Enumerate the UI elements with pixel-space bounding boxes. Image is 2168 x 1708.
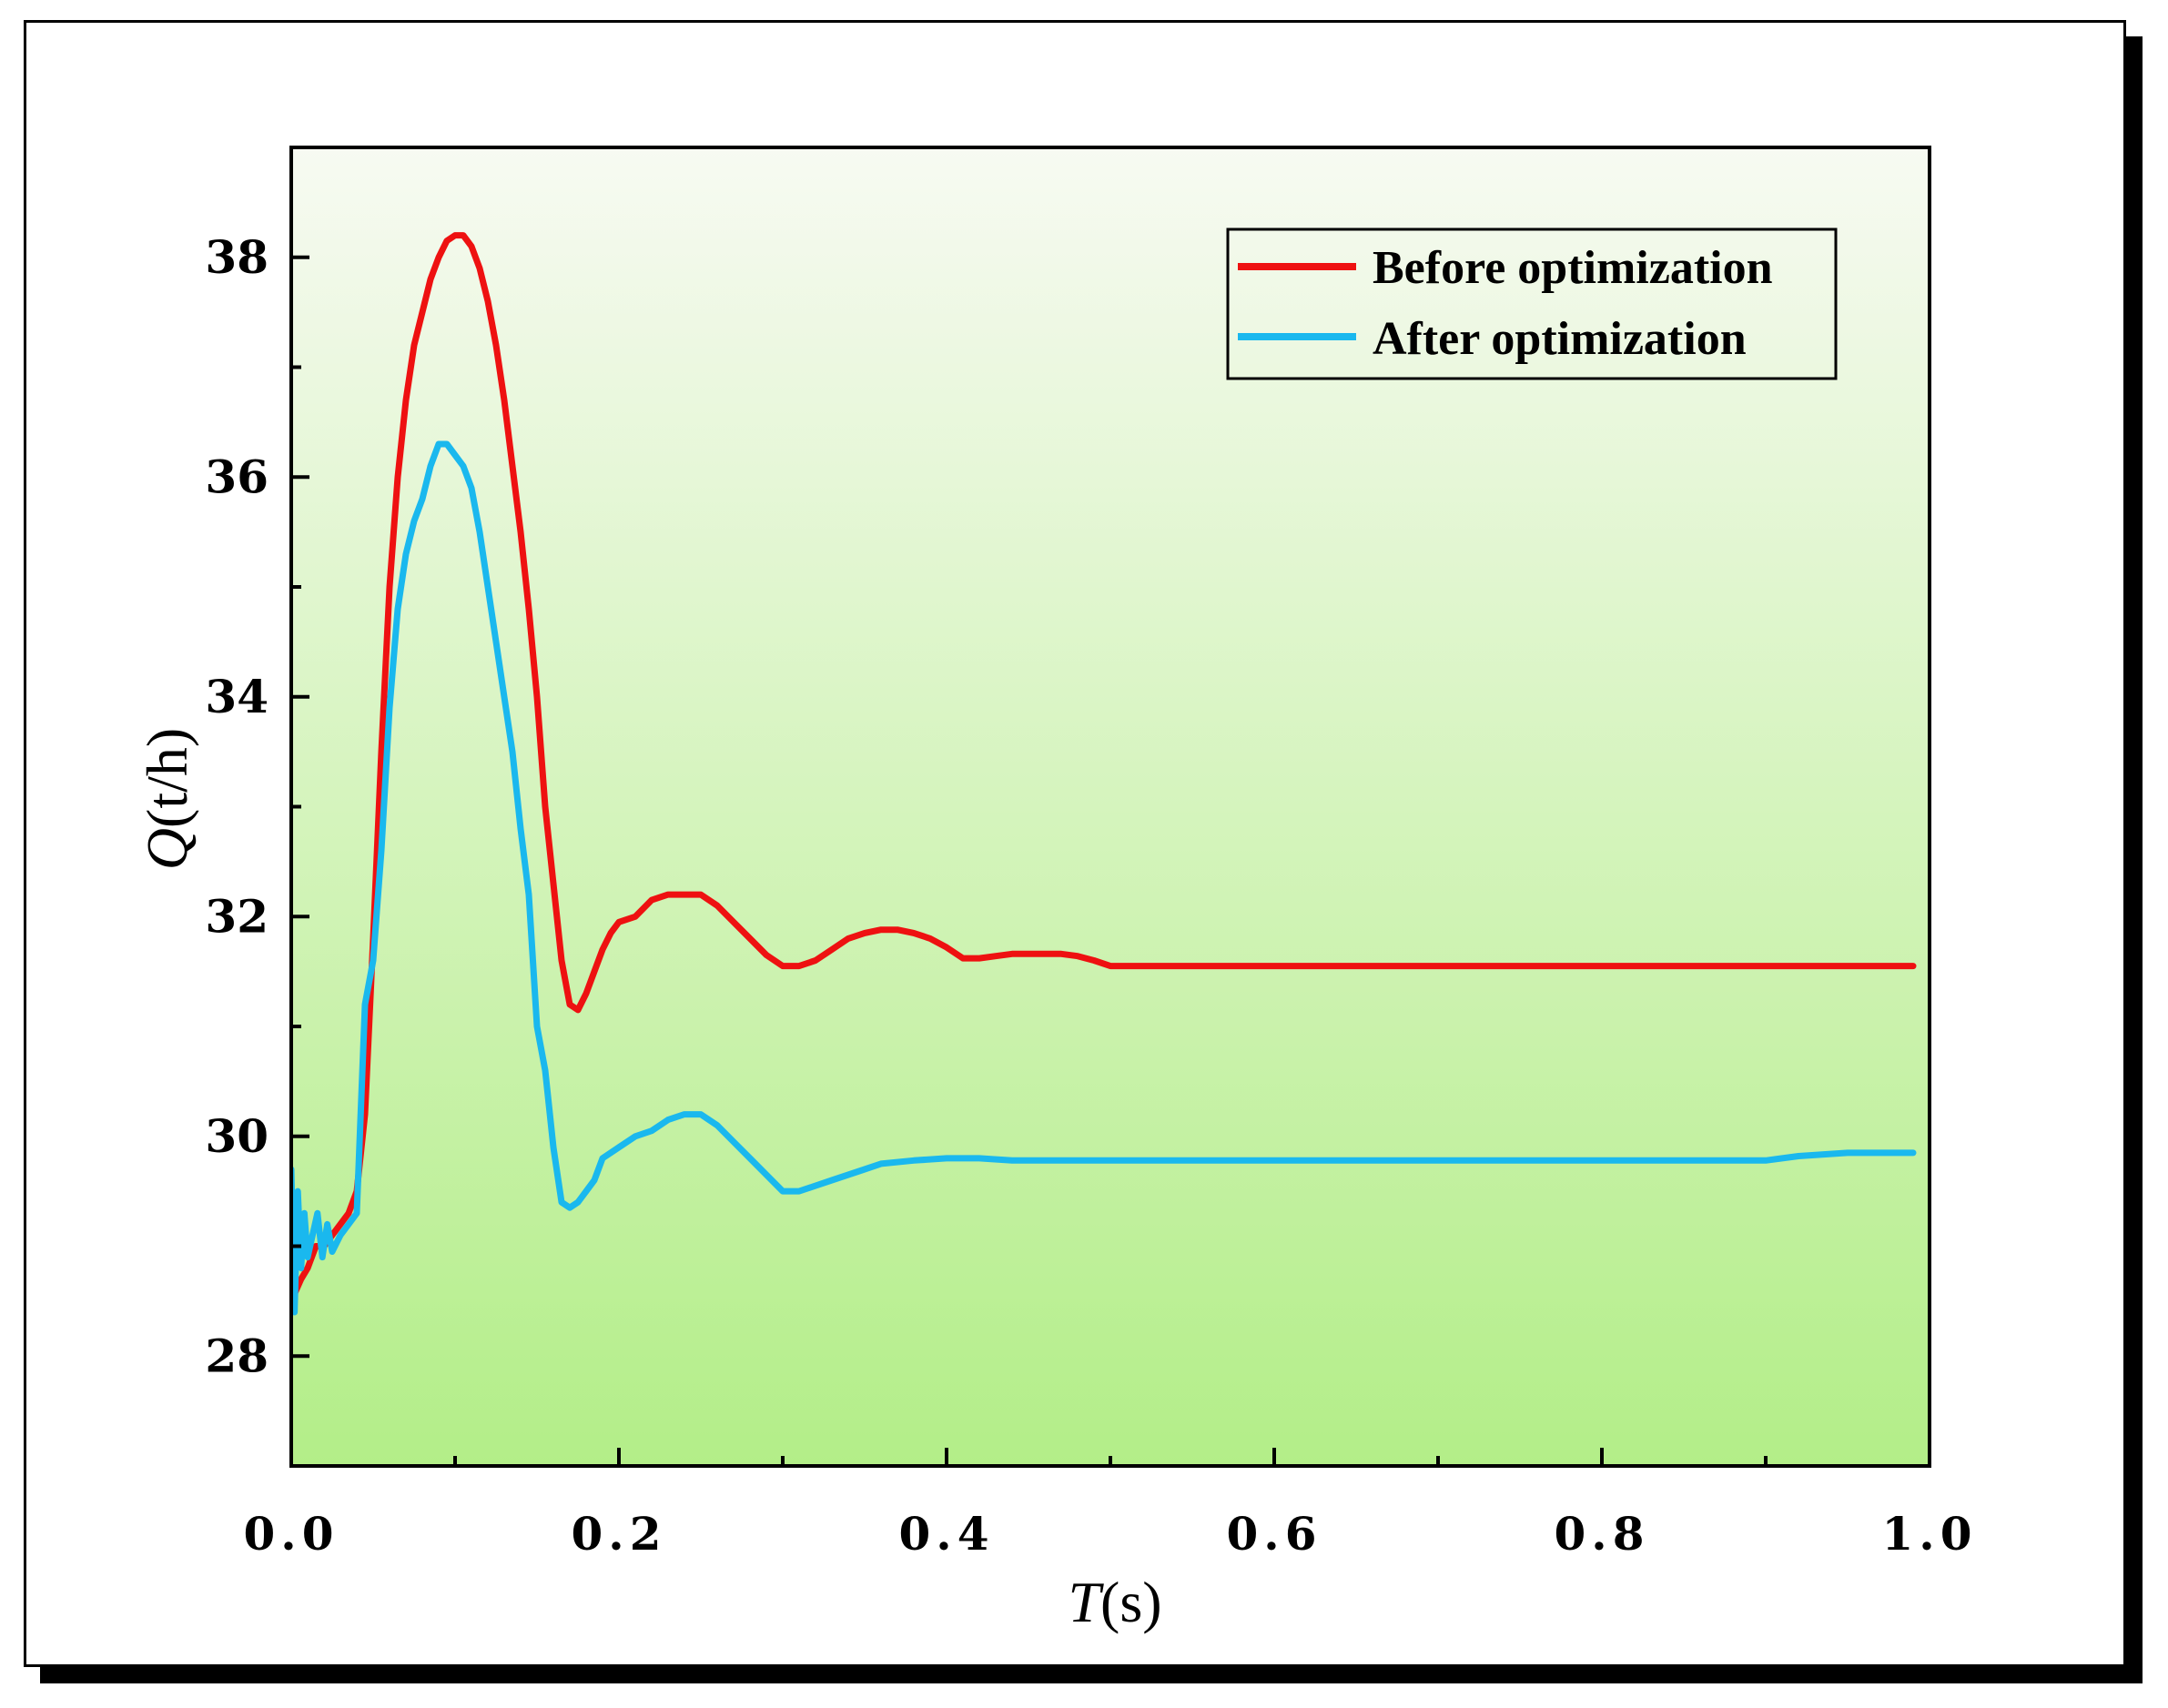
- y-tick-label: 28: [205, 1329, 268, 1382]
- y-axis-unit: (t/h): [135, 728, 199, 828]
- y-tick-label: 34: [205, 670, 268, 723]
- legend-box: [1226, 227, 1838, 380]
- series-line-0: [291, 232, 1917, 1305]
- y-tick-label: 38: [205, 230, 268, 284]
- x-axis-variable: T: [1068, 1570, 1104, 1634]
- legend-label-before: Before optimization: [1373, 242, 1773, 294]
- x-tick-label: 0.2: [572, 1507, 667, 1561]
- legend-label-after: After optimization: [1373, 313, 1747, 365]
- x-axis-unit: (s): [1100, 1570, 1162, 1634]
- y-axis: 28 30 32 34 36 38: [205, 146, 309, 1468]
- x-axis: 0.0 0.2 0.4 0.6 0.8 1.0: [244, 1448, 1978, 1561]
- legend: Before optimization After optimization: [1226, 227, 1838, 380]
- y-axis-title: Q(t/h): [135, 728, 199, 870]
- x-tick-label: 0.0: [244, 1507, 339, 1561]
- y-tick-label: 30: [205, 1109, 268, 1163]
- x-tick-label: 0.4: [899, 1507, 995, 1561]
- series-layer: [291, 232, 1917, 1316]
- y-axis-variable: Q: [135, 828, 199, 870]
- y-tick-label: 36: [205, 450, 268, 503]
- series-line-1: [291, 440, 1917, 1316]
- x-tick-label: 0.6: [1227, 1507, 1322, 1561]
- x-tick-label: 0.8: [1555, 1507, 1650, 1561]
- y-tick-label: 32: [205, 889, 268, 943]
- x-axis-title: T(s): [1068, 1570, 1161, 1634]
- x-tick-label: 1.0: [1882, 1507, 1978, 1561]
- plot-background: [291, 147, 1930, 1466]
